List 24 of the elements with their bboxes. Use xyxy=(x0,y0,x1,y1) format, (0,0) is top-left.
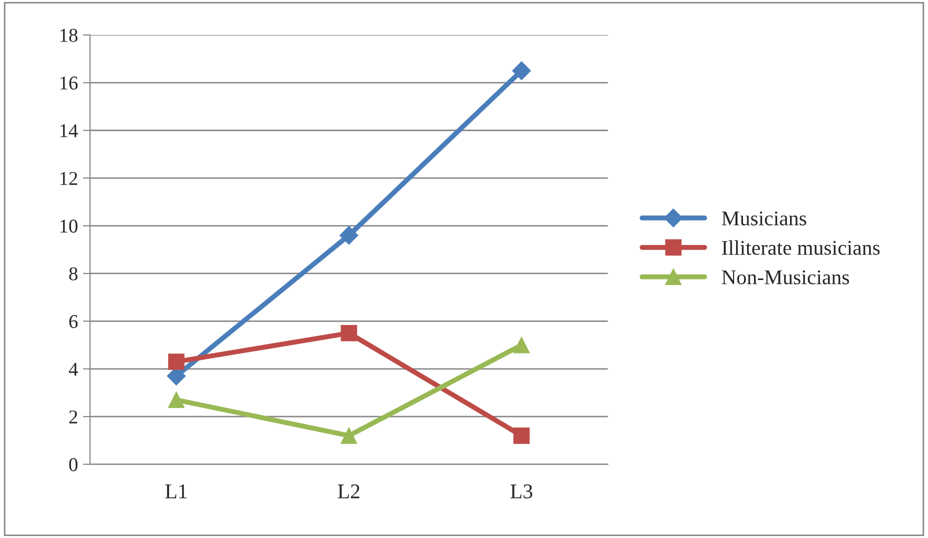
y-tick-label: 16 xyxy=(60,76,78,90)
point xyxy=(340,226,358,245)
point xyxy=(513,428,530,444)
point xyxy=(513,336,530,354)
y-tick-label: 0 xyxy=(69,458,78,472)
y-tick-label: 4 xyxy=(68,362,78,376)
y-tick-label: 18 xyxy=(60,28,78,42)
y-tick-label: 6 xyxy=(69,315,78,328)
y-tick-label: 8 xyxy=(69,267,78,280)
point xyxy=(168,392,184,408)
y-tick-label: 2 xyxy=(69,410,78,424)
point xyxy=(340,324,358,342)
x-tick-label: L3 xyxy=(510,484,532,498)
point xyxy=(340,428,358,444)
x-tick-label: L1 xyxy=(165,484,187,498)
y-tick-label: 10 xyxy=(60,220,78,233)
point xyxy=(512,61,531,80)
y-tick-label: 14 xyxy=(60,124,78,138)
legend-label: Non-Musicians xyxy=(722,270,849,284)
legend-label: Musicians xyxy=(722,211,806,226)
point xyxy=(168,354,184,370)
y-tick-label: 12 xyxy=(60,172,78,185)
legend-label: Illiterate musicians xyxy=(722,240,880,255)
x-tick-label: L2 xyxy=(338,484,360,498)
